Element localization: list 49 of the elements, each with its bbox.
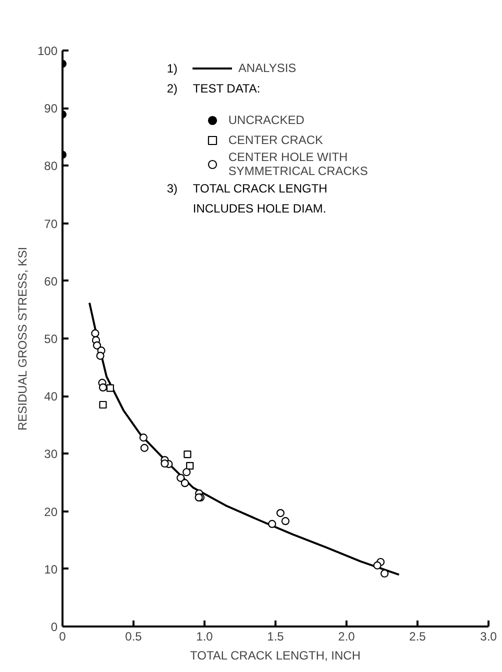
point (91, 329, 100, 338)
legend-label: UNCRACKED (228, 112, 304, 129)
y-tick-label: 90 (44, 102, 58, 116)
y-tick-label: 0 (50, 620, 58, 634)
point (380, 569, 389, 578)
x-tick-label: 0.5 (125, 630, 142, 644)
annotation: 3) (166, 182, 178, 196)
point (106, 384, 114, 392)
x-tick-label: 2.5 (409, 630, 426, 644)
y-axis-title: RESIDUAL GROSS STRESS, KSI (15, 246, 30, 431)
point (276, 508, 285, 518)
y-tick-label: 70 (44, 216, 58, 231)
annotation: 2) (166, 82, 178, 96)
x-tick-label: 2.0 (338, 630, 356, 644)
annotation: TEST DATA: (192, 82, 260, 96)
x-tick-label: 1.5 (267, 630, 284, 644)
y-tick-label: 20 (44, 504, 58, 519)
point (281, 517, 290, 526)
point (182, 468, 191, 476)
y-tick-label: 40 (44, 390, 58, 404)
x-axis-title: TOTAL CRACK LENGTH, INCH (190, 648, 361, 662)
point (140, 444, 148, 452)
y-tick-label: 80 (44, 159, 58, 174)
point (373, 561, 382, 570)
point (98, 383, 108, 392)
y-tick-label: 50 (44, 332, 58, 346)
point (139, 434, 148, 442)
point (176, 474, 185, 482)
y-tick-label: 100 (37, 44, 58, 58)
line-series (88, 302, 400, 576)
y-tick-label: 10 (44, 562, 58, 576)
legend-label: CENTER CRACK (228, 132, 324, 149)
point (96, 352, 104, 360)
x-tick-label: 1.0 (196, 630, 214, 644)
point (92, 341, 102, 350)
y-tick-label: 30 (44, 447, 58, 462)
x-tick-label: 0 (59, 630, 66, 644)
point (160, 459, 169, 468)
point (180, 479, 189, 488)
legend-label: CENTER HOLE WITH SYMMETRICAL CRACKS (228, 150, 368, 178)
legend-label: ANALYSIS (238, 60, 296, 77)
annotation: TOTAL CRACK LENGTH INCLUDES HOLE DIAM. (192, 182, 328, 216)
annotation: 1) (166, 62, 178, 76)
y-tick-label: 60 (44, 274, 58, 288)
point (99, 400, 107, 409)
point (186, 462, 194, 470)
point (268, 520, 276, 528)
x-tick-label: 3.0 (480, 630, 498, 644)
point (184, 450, 192, 458)
